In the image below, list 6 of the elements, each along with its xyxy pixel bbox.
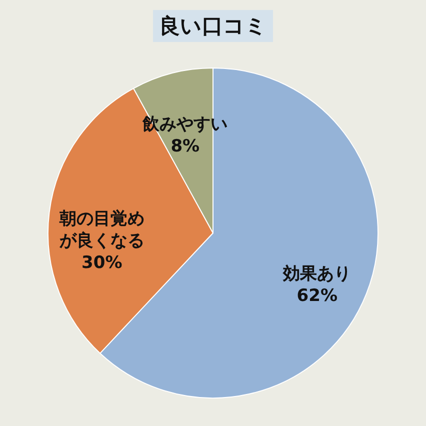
chart-title: 良い口コミ xyxy=(153,10,273,42)
data-label: 30% xyxy=(82,252,122,273)
data-label: 62% xyxy=(296,286,338,306)
slice-label: 効果あり xyxy=(282,264,352,284)
slice-label: 朝の目覚めが良くなる xyxy=(58,208,144,251)
data-label: 8% xyxy=(170,136,200,157)
